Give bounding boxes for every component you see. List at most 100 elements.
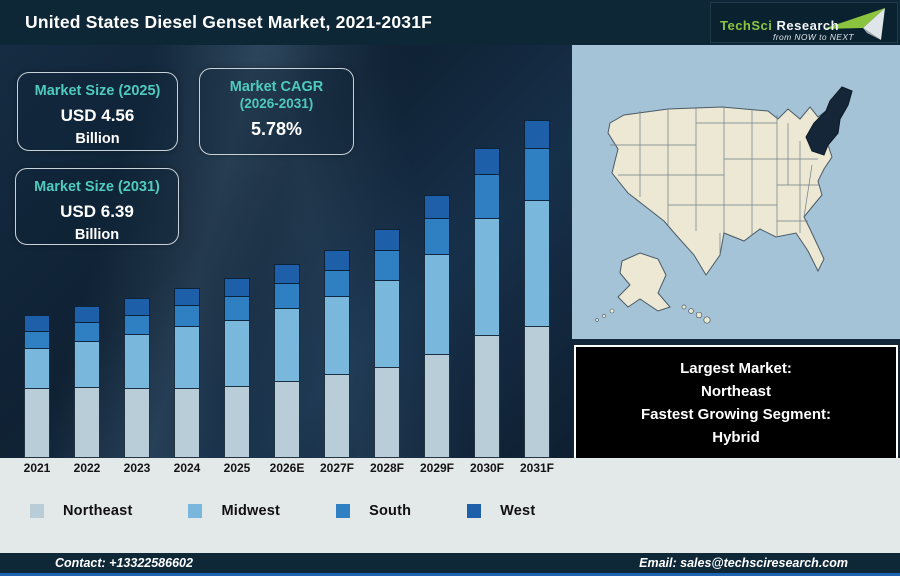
bar-2022 <box>62 306 112 458</box>
footer: Contact: +13322586602 Email: sales@techs… <box>0 553 900 573</box>
legend-item-midwest: Midwest <box>188 503 280 519</box>
stat-label: Market Size (2025) <box>34 83 161 99</box>
bar-2027F <box>312 250 362 458</box>
bar-segment-west-2027F <box>324 250 350 271</box>
x-label-2026E: 2026E <box>269 461 305 475</box>
legend-swatch-south <box>336 504 351 518</box>
bar-segment-midwest-2023 <box>124 335 150 389</box>
legend-swatch-west <box>467 504 482 518</box>
stat-unit: Billion <box>74 227 120 243</box>
state-borders <box>610 107 820 255</box>
stat-label: Market Size (2031) <box>34 179 160 195</box>
bar-segment-midwest-2029F <box>424 255 450 355</box>
x-label-2022: 2022 <box>73 461 101 475</box>
bar-segment-west-2023 <box>124 298 150 316</box>
bar-segment-midwest-2024 <box>174 327 200 389</box>
bar-segment-midwest-2022 <box>74 342 100 388</box>
bar-segment-northeast-2030F <box>474 336 500 458</box>
x-label-2021: 2021 <box>23 461 51 475</box>
bar-segment-west-2029F <box>424 195 450 219</box>
bar-segment-south-2027F <box>324 271 350 297</box>
callout-line: Fastest Growing Segment: <box>640 405 832 423</box>
bar-2031F <box>512 120 562 458</box>
bar-segment-northeast-2028F <box>374 368 400 458</box>
bar-segment-south-2022 <box>74 323 100 342</box>
bar-segment-west-2025 <box>224 278 250 297</box>
stacked-bars <box>12 45 562 458</box>
bar-segment-south-2023 <box>124 316 150 335</box>
bar-segment-northeast-2023 <box>124 389 150 458</box>
legend-label-midwest: Midwest <box>221 503 281 519</box>
stat-sublabel: (2026-2031) <box>239 96 314 111</box>
callout-line: Northeast <box>700 382 771 400</box>
northeast-region-highlight <box>805 86 853 156</box>
us-map <box>572 45 900 339</box>
bar-segment-south-2025 <box>224 297 250 321</box>
x-label-2027F: 2027F <box>319 461 355 475</box>
bar-2021 <box>12 315 62 458</box>
bar-segment-south-2026E <box>274 284 300 309</box>
bar-segment-south-2021 <box>24 332 50 349</box>
stat-value: USD 6.39 <box>60 202 134 221</box>
bar-segment-west-2026E <box>274 264 300 284</box>
bar-2030F <box>462 148 512 458</box>
bar-segment-west-2031F <box>524 120 550 149</box>
legend-item-northeast: Northeast <box>30 503 132 519</box>
stat-box-market-size-2025: Market Size (2025) USD 4.56 Billion <box>17 72 178 151</box>
aleutian-islands <box>595 308 615 322</box>
bar-segment-west-2021 <box>24 315 50 332</box>
callout-line: Largest Market: <box>680 359 792 377</box>
x-axis-labels: 2021 2022 2023 2024 2025 2026E 2027F 2028F 2029F… <box>12 461 562 475</box>
techsci-logo: TechSci Research from NOW to NEXT <box>710 2 898 43</box>
bar-segment-west-2030F <box>474 148 500 175</box>
us-mainland-shape <box>607 86 853 276</box>
footer-contact: Contact: +13322586602 <box>55 556 193 570</box>
bar-segment-midwest-2028F <box>374 281 400 368</box>
x-label-2029F: 2029F <box>419 461 455 475</box>
bar-segment-midwest-2026E <box>274 309 300 382</box>
bar-2028F <box>362 229 412 458</box>
bar-segment-midwest-2025 <box>224 321 250 387</box>
x-label-2028F: 2028F <box>369 461 405 475</box>
bar-segment-northeast-2026E <box>274 382 300 458</box>
stat-label: Market CAGR <box>229 79 324 95</box>
stat-box-cagr: Market CAGR (2026-2031) 5.78% <box>199 68 354 155</box>
legend-item-west: West <box>467 503 535 519</box>
market-callout-box: Largest Market: Northeast Fastest Growin… <box>574 345 898 460</box>
x-label-2023: 2023 <box>123 461 151 475</box>
bar-segment-south-2029F <box>424 219 450 255</box>
bar-segment-northeast-2021 <box>24 389 50 458</box>
x-label-2024: 2024 <box>173 461 201 475</box>
logo-arrow-icon <box>823 8 885 40</box>
legend-label-northeast: Northeast <box>63 503 133 519</box>
bar-segment-northeast-2029F <box>424 355 450 458</box>
bar-segment-northeast-2022 <box>74 388 100 458</box>
bar-segment-northeast-2024 <box>174 389 200 458</box>
bar-segment-midwest-2021 <box>24 349 50 389</box>
logo-brand-green: TechSci <box>720 18 773 33</box>
bar-segment-south-2031F <box>524 149 550 201</box>
legend-swatch-midwest <box>188 504 203 518</box>
bar-segment-midwest-2031F <box>524 201 550 327</box>
bar-segment-midwest-2027F <box>324 297 350 375</box>
page-title: United States Diesel Genset Market, 2021… <box>25 12 433 32</box>
bar-2029F <box>412 195 462 458</box>
legend-label-west: West <box>500 503 536 519</box>
callout-line: Hybrid <box>712 428 760 446</box>
bar-2025 <box>212 278 262 458</box>
bar-segment-northeast-2027F <box>324 375 350 458</box>
x-label-2025: 2025 <box>223 461 251 475</box>
header: United States Diesel Genset Market, 2021… <box>0 0 900 45</box>
bar-segment-northeast-2031F <box>524 327 550 458</box>
logo-tagline: from NOW to NEXT <box>773 32 855 42</box>
bar-segment-west-2024 <box>174 288 200 306</box>
chart-panel: Market Size (2025) USD 4.56 Billion Mark… <box>0 45 572 458</box>
x-label-2031F: 2031F <box>519 461 555 475</box>
stat-value: 5.78% <box>250 119 303 139</box>
stat-box-market-size-2031: Market Size (2031) USD 6.39 Billion <box>15 168 179 245</box>
footer-email: Email: sales@techsciresearch.com <box>639 556 848 570</box>
bottom-band: 2021 2022 2023 2024 2025 2026E 2027F 2028F 2029F… <box>0 458 900 553</box>
bar-segment-midwest-2030F <box>474 219 500 336</box>
bar-2026E <box>262 264 312 458</box>
